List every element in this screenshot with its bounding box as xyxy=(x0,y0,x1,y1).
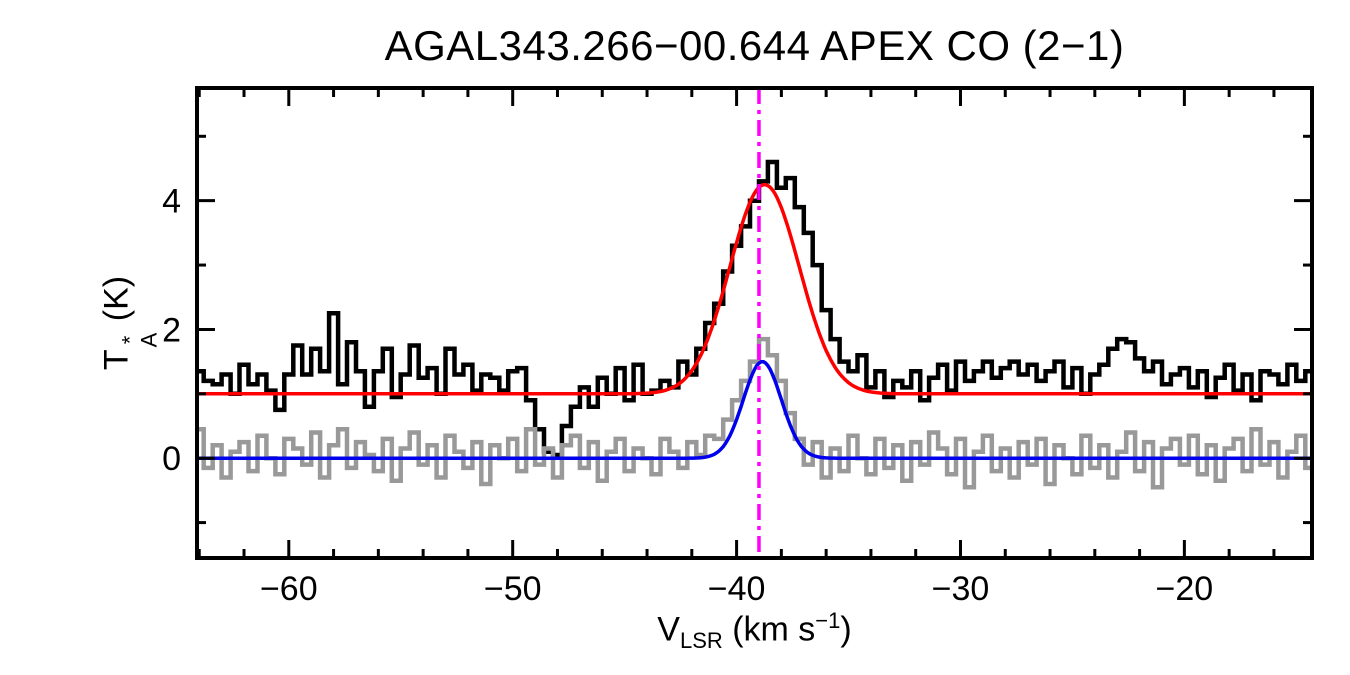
y-axis-label-base: T xyxy=(97,349,136,371)
blue-gaussian-fit-path xyxy=(197,360,1312,460)
axis-frame xyxy=(195,86,1314,560)
x-tick-label: −40 xyxy=(708,570,766,608)
y-axis-label-sub: A xyxy=(136,332,161,348)
x-tick-label: −30 xyxy=(932,570,990,608)
chart-title: AGAL343.266−00.644 APEX CO (2−1) xyxy=(384,22,1125,69)
x-axis-label: VLSR (km s−1) xyxy=(197,608,1312,654)
x-tick-label: −60 xyxy=(260,570,318,608)
y-tick-label: 4 xyxy=(162,183,181,221)
y-axis-label-supsub: * A xyxy=(117,332,161,348)
y-tick-label: 2 xyxy=(162,311,181,349)
x-axis-label-sub: LSR xyxy=(679,628,723,654)
x-axis-label-base: V xyxy=(657,610,680,649)
x-axis-label-end: ) xyxy=(840,610,852,649)
red-gaussian-fit-path xyxy=(197,182,1312,396)
x-axis-label-sup: −1 xyxy=(815,608,841,633)
y-axis-label: T * A (K) xyxy=(97,275,161,371)
y-tick-label: 0 xyxy=(162,440,181,478)
x-tick-label: −50 xyxy=(484,570,542,608)
x-axis-label-mid: (km s xyxy=(722,610,816,649)
y-axis-label-rest: (K) xyxy=(97,275,136,331)
x-tick-label: −20 xyxy=(1156,570,1214,608)
data-layer xyxy=(197,88,1312,558)
